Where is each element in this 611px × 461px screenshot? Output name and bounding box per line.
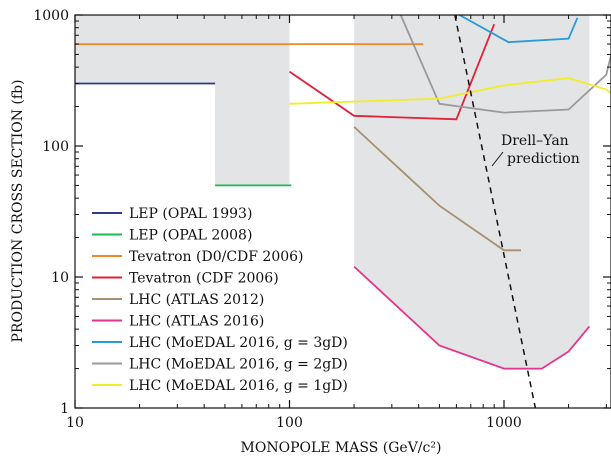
y-axis-title: PRODUCTION CROSS SECTION (fb) (10, 80, 26, 343)
legend-label-7: LHC (MoEDAL 2016, g = 2gD) (129, 357, 348, 373)
series-line-3 (288, 23, 496, 121)
series-line-5 (353, 265, 591, 370)
legend-label-3: Tevatron (CDF 2006) (129, 271, 279, 287)
excluded-region-layer (75, 15, 590, 369)
legend: LEP (OPAL 1993) LEP (OPAL 2008) Tevatron (… (92, 206, 348, 394)
y-tick-label: 1 (60, 401, 69, 417)
series-line-8 (289, 77, 611, 105)
legend-label-1: LEP (OPAL 2008) (129, 228, 252, 244)
x-axis-title: MONOPOLE MASS (GeV/c²) (241, 440, 442, 456)
series-layer (75, 15, 611, 370)
drell-yan-label-line2: prediction (507, 151, 580, 167)
x-tick-label: 1000 (486, 415, 522, 431)
legend-label-5: LHC (ATLAS 2016) (129, 314, 264, 330)
series-line-4 (353, 126, 521, 252)
legend-label-8: LHC (MoEDAL 2016, g = 1gD) (129, 378, 348, 394)
y-tick-label: 1000 (33, 8, 69, 24)
y-tick-label: 10 (51, 270, 69, 286)
series-line-7 (399, 15, 611, 114)
plot-frame (74, 14, 611, 409)
legend-label-2: Tevatron (D0/CDF 2006) (129, 249, 304, 265)
drell-yan-label-pointer (491, 151, 504, 167)
drell-yan-line (454, 15, 537, 408)
legend-label-0: LEP (OPAL 1993) (129, 206, 252, 222)
x-tick-label: 100 (276, 415, 303, 431)
legend-label-6: LHC (MoEDAL 2016, g = 3gD) (129, 335, 348, 351)
drell-yan-layer (454, 15, 537, 408)
excluded-region (75, 15, 590, 369)
x-tick-label: 10 (66, 415, 84, 431)
y-tick-label: 100 (42, 139, 69, 155)
drell-yan-label-line1: Drell–Yan (501, 133, 569, 149)
series-line-6 (459, 15, 579, 44)
legend-label-4: LHC (ATLAS 2012) (129, 292, 264, 308)
